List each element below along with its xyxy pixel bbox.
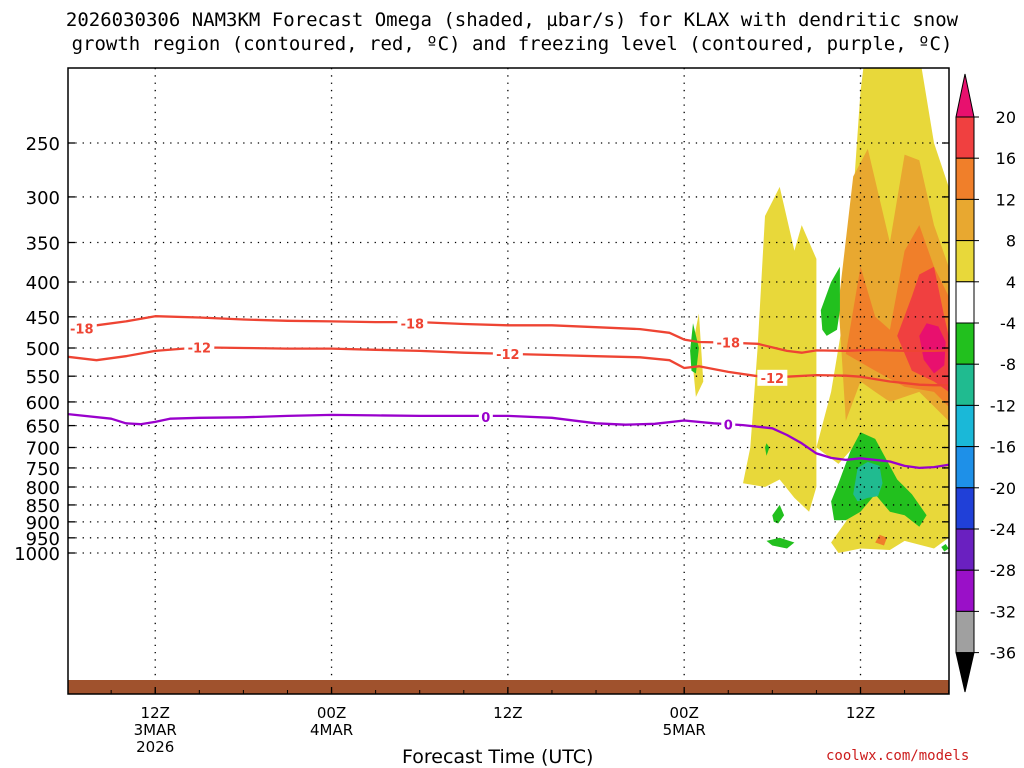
colorbar-box-12 <box>955 610 975 654</box>
contour-label-1-1: -12 <box>496 348 520 363</box>
y-tick-label-800: 800 <box>26 478 60 499</box>
contour-label-bg <box>184 339 215 356</box>
y-tick-label-900: 900 <box>26 513 60 534</box>
y-tick-label-350: 350 <box>26 234 60 255</box>
x-tick-label-45-0: 00Z <box>669 704 698 722</box>
x-tick-label-33-0: 12Z <box>493 704 522 722</box>
colorbar-box-8 <box>955 446 975 489</box>
x-tick-label-9-0: 12Z <box>141 704 170 722</box>
colorbar-label-8: -16 <box>990 438 1016 457</box>
contour-label-bg <box>713 334 744 351</box>
omega-region-14 <box>766 537 795 549</box>
contour-line-0 <box>68 315 949 354</box>
y-tick-label-950: 950 <box>26 529 60 550</box>
colorbar-label-9: -20 <box>990 479 1016 498</box>
colorbar-box-3 <box>955 240 975 283</box>
colorbar: 20 16 12 8 4 -4 -8 -12 -16 -20 -24 -28 -32 -36 <box>955 73 1016 693</box>
chart-title-line-2: growth region (contoured, red, ºC) and f… <box>71 33 953 55</box>
x-tick-label-21-1: 4MAR <box>310 721 353 739</box>
colorbar-box-4 <box>955 281 975 324</box>
colorbar-box-9 <box>955 487 975 530</box>
colorbar-label-1: 16 <box>996 149 1016 168</box>
contour-label-2-0: 0 <box>481 411 490 426</box>
omega-region-9 <box>820 266 840 336</box>
contour-label-bg <box>478 408 493 425</box>
colorbar-label-12: -32 <box>990 602 1016 621</box>
y-tick-label-750: 750 <box>26 459 60 480</box>
colorbar-label-0: 20 <box>996 108 1016 127</box>
y-tick-label-550: 550 <box>26 367 60 388</box>
contour-label-1-0: -12 <box>188 341 212 356</box>
colorbar-label-11: -28 <box>990 561 1016 580</box>
colorbar-label-7: -12 <box>990 396 1016 415</box>
x-tick-label-57-0: 12Z <box>846 704 875 722</box>
omega-region-6 <box>919 323 946 374</box>
contour-label-2-1: 0 <box>724 419 733 434</box>
colorbar-top-triangle <box>955 73 975 118</box>
y-tick-label-1000: 1000 <box>14 544 60 565</box>
colorbar-box-10 <box>955 528 975 571</box>
colorbar-box-5 <box>955 322 975 365</box>
colorbar-label-10: -24 <box>990 520 1016 539</box>
y-tick-label-500: 500 <box>26 339 60 360</box>
x-axis-label: Forecast Time (UTC) <box>402 746 594 768</box>
contour-label-0-1: -18 <box>401 317 425 332</box>
colorbar-box-1 <box>955 157 975 200</box>
y-tick-label-250: 250 <box>26 134 60 155</box>
chart-title-line-1: 2026030306 NAM3KM Forecast Omega (shaded… <box>65 9 959 31</box>
omega-shading <box>690 68 949 553</box>
contour-line-1 <box>68 346 949 387</box>
colorbar-label-6: -8 <box>1000 355 1016 374</box>
omega-region-13 <box>772 504 785 524</box>
contour-label-bg <box>68 320 97 337</box>
omega-region-12 <box>765 443 770 456</box>
y-tick-label-650: 650 <box>26 417 60 438</box>
y-tick-label-300: 300 <box>26 188 60 209</box>
colorbar-box-7 <box>955 404 975 448</box>
y-axis-ticks: 2503003504004505005506006507007508008509… <box>14 134 949 565</box>
contour-lines: -18 -18 -18 -12 -12 -12 0 0 <box>68 315 949 470</box>
omega-region-8 <box>690 323 699 374</box>
y-tick-label-850: 850 <box>26 496 60 517</box>
contour-label-0-2: -18 <box>717 337 741 352</box>
y-tick-label-450: 450 <box>26 308 60 329</box>
plot-frame <box>67 67 950 695</box>
colorbar-label-5: -4 <box>1000 314 1016 333</box>
y-tick-label-700: 700 <box>26 439 60 460</box>
colorbar-label-13: -36 <box>990 644 1016 663</box>
x-tick-label-9-1: 3MAR <box>134 721 177 739</box>
contour-label-bg <box>757 369 788 386</box>
contour-label-1-2: -12 <box>761 372 785 387</box>
contour-label-bg <box>492 345 523 362</box>
grid-lines <box>68 68 949 680</box>
y-tick-label-400: 400 <box>26 273 60 294</box>
colorbar-label-4: 4 <box>1006 273 1016 292</box>
colorbar-bottom-triangle <box>955 652 975 693</box>
y-tick-label-600: 600 <box>26 393 60 414</box>
x-tick-label-9-2: 2026 <box>136 738 174 756</box>
contour-label-bg <box>721 416 736 433</box>
colorbar-box-0 <box>955 116 975 159</box>
colorbar-label-3: 8 <box>1006 232 1016 251</box>
plot-border <box>67 67 950 695</box>
colorbar-box-11 <box>955 569 975 612</box>
omega-region-15 <box>941 544 949 552</box>
colorbar-box-2 <box>955 198 975 242</box>
contour-line-2 <box>68 412 949 470</box>
colorbar-box-6 <box>955 363 975 406</box>
colorbar-label-2: 12 <box>996 190 1016 209</box>
x-tick-label-45-1: 5MAR <box>663 721 706 739</box>
omega-region-7 <box>875 534 887 546</box>
contour-label-bg <box>397 315 428 332</box>
x-tick-label-21-0: 00Z <box>317 704 346 722</box>
watermark-url: coolwx.com/models <box>826 748 970 764</box>
contour-label-0-0: -18 <box>70 322 94 337</box>
